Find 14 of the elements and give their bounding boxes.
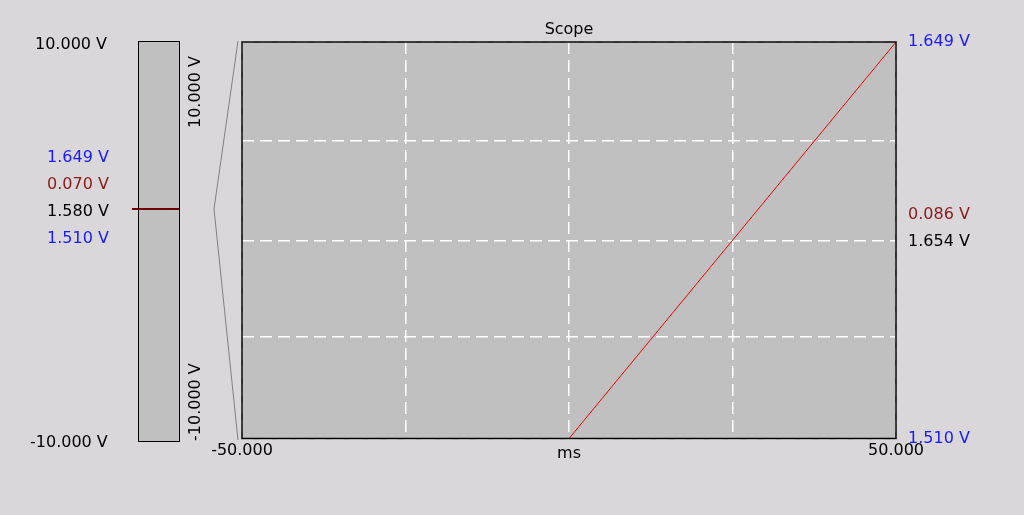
text: 0.070 V: [47, 174, 109, 193]
y2-tick-label: 1.649 V: [908, 31, 970, 51]
text: 10.000 V: [35, 34, 108, 53]
x-axis-title: ms: [557, 442, 581, 462]
x-tick-label: -50.000: [211, 440, 273, 460]
text: 1.649 V: [47, 147, 109, 166]
text: 0.086 V: [908, 204, 970, 223]
chart-title: Scope: [544, 19, 594, 39]
text: 1.580 V: [47, 201, 109, 220]
text: -10.000 V: [185, 363, 204, 441]
text: 1.654 V: [908, 231, 970, 250]
text: -10.000 V: [30, 432, 108, 451]
text: 10.000 V: [185, 55, 204, 128]
text: 1.510 V: [47, 228, 109, 247]
